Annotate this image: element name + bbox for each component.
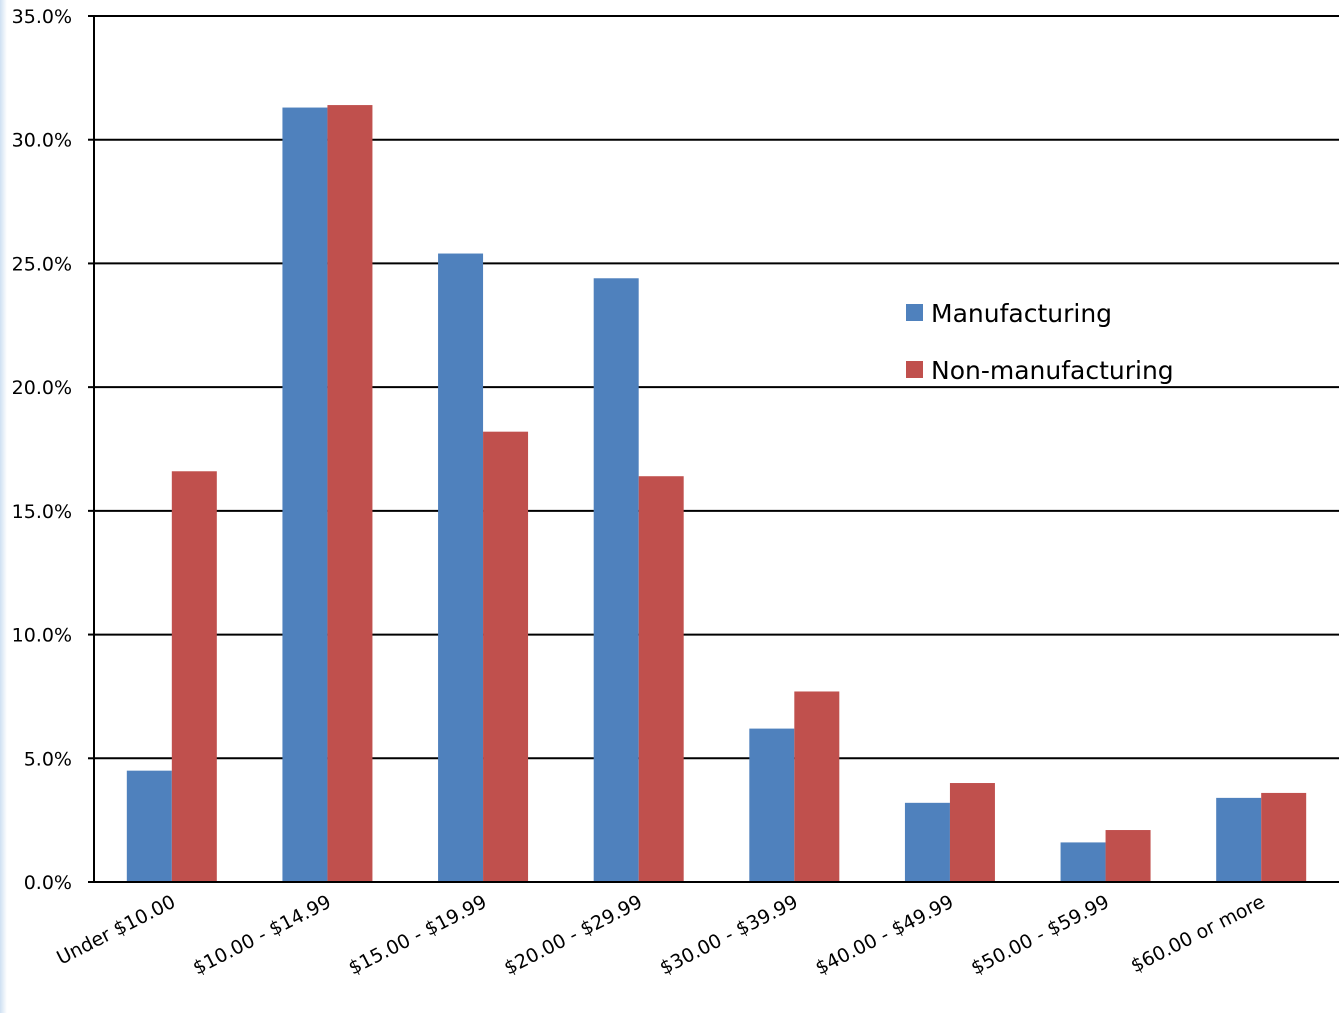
- y-tick-label: 25.0%: [12, 253, 72, 275]
- y-tick-label: 0.0%: [24, 872, 72, 894]
- bar-manufacturing: [282, 107, 328, 882]
- bar-non-manufacturing: [1105, 830, 1151, 882]
- gridlines: [94, 15, 1339, 760]
- left-edge-decoration: [0, 0, 7, 1013]
- bars: [126, 105, 1307, 883]
- bar-non-manufacturing: [327, 105, 373, 883]
- x-axis-ticks: Under $10.00 $10.00 - $14.99 $15.00 - $19.…: [53, 891, 1268, 980]
- x-tick-label: $30.00 - $39.99: [656, 891, 801, 980]
- bar-non-manufacturing: [949, 783, 995, 882]
- bar-manufacturing: [1216, 797, 1262, 882]
- bar-non-manufacturing: [1261, 792, 1307, 882]
- x-tick-label: $50.00 - $59.99: [967, 891, 1112, 980]
- bar-non-manufacturing: [171, 471, 217, 882]
- bar-manufacturing: [1060, 842, 1106, 882]
- legend-swatch-manufacturing: [906, 304, 923, 321]
- y-tick-label: 35.0%: [12, 6, 72, 28]
- x-tick-label: $60.00 or more: [1127, 891, 1268, 977]
- bar-manufacturing: [904, 802, 950, 882]
- bar-non-manufacturing: [794, 691, 840, 882]
- y-tick-label: 30.0%: [12, 130, 72, 152]
- bar-manufacturing: [126, 770, 172, 882]
- y-tick-label: 20.0%: [12, 377, 72, 399]
- legend-label-manufacturing: Manufacturing: [931, 299, 1112, 328]
- legend-swatch-non-manufacturing: [906, 361, 923, 378]
- bar-non-manufacturing: [483, 431, 529, 882]
- y-tick-label: 15.0%: [12, 501, 72, 523]
- x-tick-label: Under $10.00: [53, 891, 179, 970]
- bar-manufacturing: [438, 253, 484, 882]
- axes: [88, 15, 1339, 883]
- bar-manufacturing: [593, 278, 639, 882]
- bar-non-manufacturing: [638, 476, 684, 882]
- legend-label-non-manufacturing: Non-manufacturing: [931, 356, 1174, 385]
- legend: Manufacturing Non-manufacturing: [906, 299, 1174, 385]
- x-tick-label: $10.00 - $14.99: [189, 891, 334, 980]
- x-tick-label: $40.00 - $49.99: [812, 891, 957, 980]
- y-tick-label: 5.0%: [24, 748, 72, 770]
- y-tick-label: 10.0%: [12, 625, 72, 647]
- x-tick-label: $15.00 - $19.99: [345, 891, 490, 980]
- y-axis-ticks: 0.0% 5.0% 10.0% 15.0% 20.0% 25.0% 30.0% 35.0%: [12, 6, 72, 894]
- x-tick-label: $20.00 - $29.99: [501, 891, 646, 980]
- bar-manufacturing: [749, 728, 795, 882]
